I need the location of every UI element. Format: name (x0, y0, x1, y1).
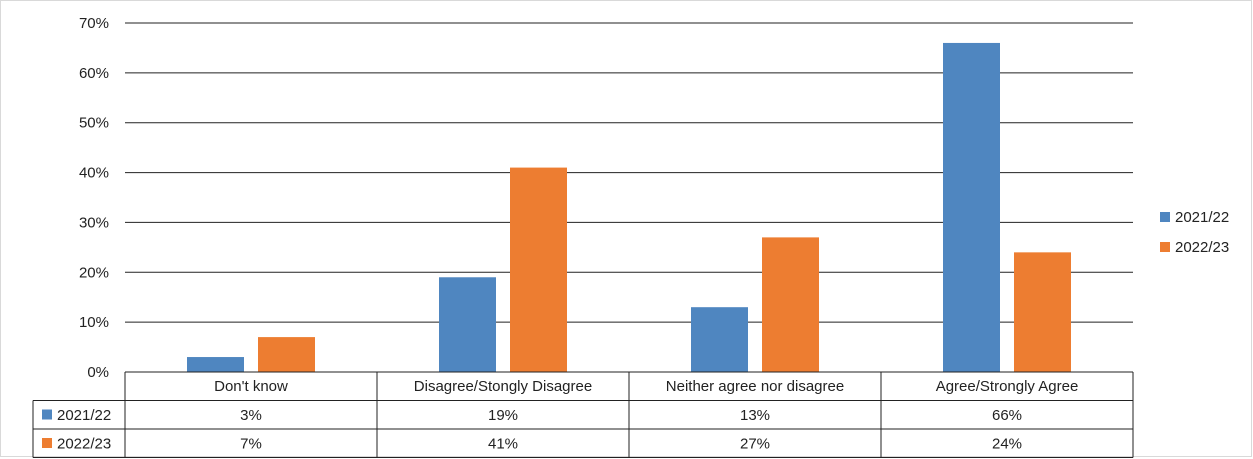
series-row-label: 2022/23 (57, 436, 111, 453)
data-cell: 13% (740, 407, 770, 424)
data-cell: 3% (240, 407, 262, 424)
category-label: Agree/Strongly Agree (936, 378, 1079, 395)
y-tick-label: 70% (79, 15, 109, 32)
y-tick-label: 30% (79, 214, 109, 231)
bar (943, 42, 1000, 372)
legend-swatch (1160, 242, 1170, 252)
legend-label: 2021/22 (1175, 209, 1229, 226)
category-label: Disagree/Stongly Disagree (414, 378, 592, 395)
data-cell: 24% (992, 436, 1022, 453)
data-cell: 7% (240, 436, 262, 453)
bar (1014, 252, 1071, 372)
gridlines (125, 22, 1133, 323)
y-tick-label: 60% (79, 65, 109, 82)
bar (187, 357, 244, 372)
data-cell: 66% (992, 407, 1022, 424)
series-key-swatch (42, 409, 52, 420)
y-tick-label: 40% (79, 165, 109, 182)
bar (691, 307, 748, 372)
y-tick-label: 50% (79, 115, 109, 132)
data-cell: 19% (488, 407, 518, 424)
y-tick-label: 20% (79, 264, 109, 281)
y-tick-label: 10% (79, 314, 109, 331)
series-key-swatch (42, 438, 52, 448)
category-label: Don't know (214, 378, 288, 395)
data-cell: 27% (740, 436, 770, 453)
bar (510, 167, 567, 372)
legend-swatch (1160, 212, 1170, 222)
data-cell: 41% (488, 436, 518, 453)
y-axis-ticks: 0% 10% 20% 30% 40% 50% 60% 70% (79, 15, 109, 381)
y-tick-label: 0% (87, 364, 109, 381)
bar (762, 237, 819, 372)
category-label: Neither agree nor disagree (666, 378, 844, 395)
series-row-label: 2021/22 (57, 407, 111, 424)
bar (439, 277, 496, 372)
legend-label: 2022/23 (1175, 239, 1229, 256)
data-table: Don't know Disagree/Stongly Disagree Neith… (32, 371, 1134, 458)
legend: 2021/22 2022/23 (1160, 209, 1229, 256)
bar (258, 337, 315, 372)
bars (187, 42, 1071, 372)
